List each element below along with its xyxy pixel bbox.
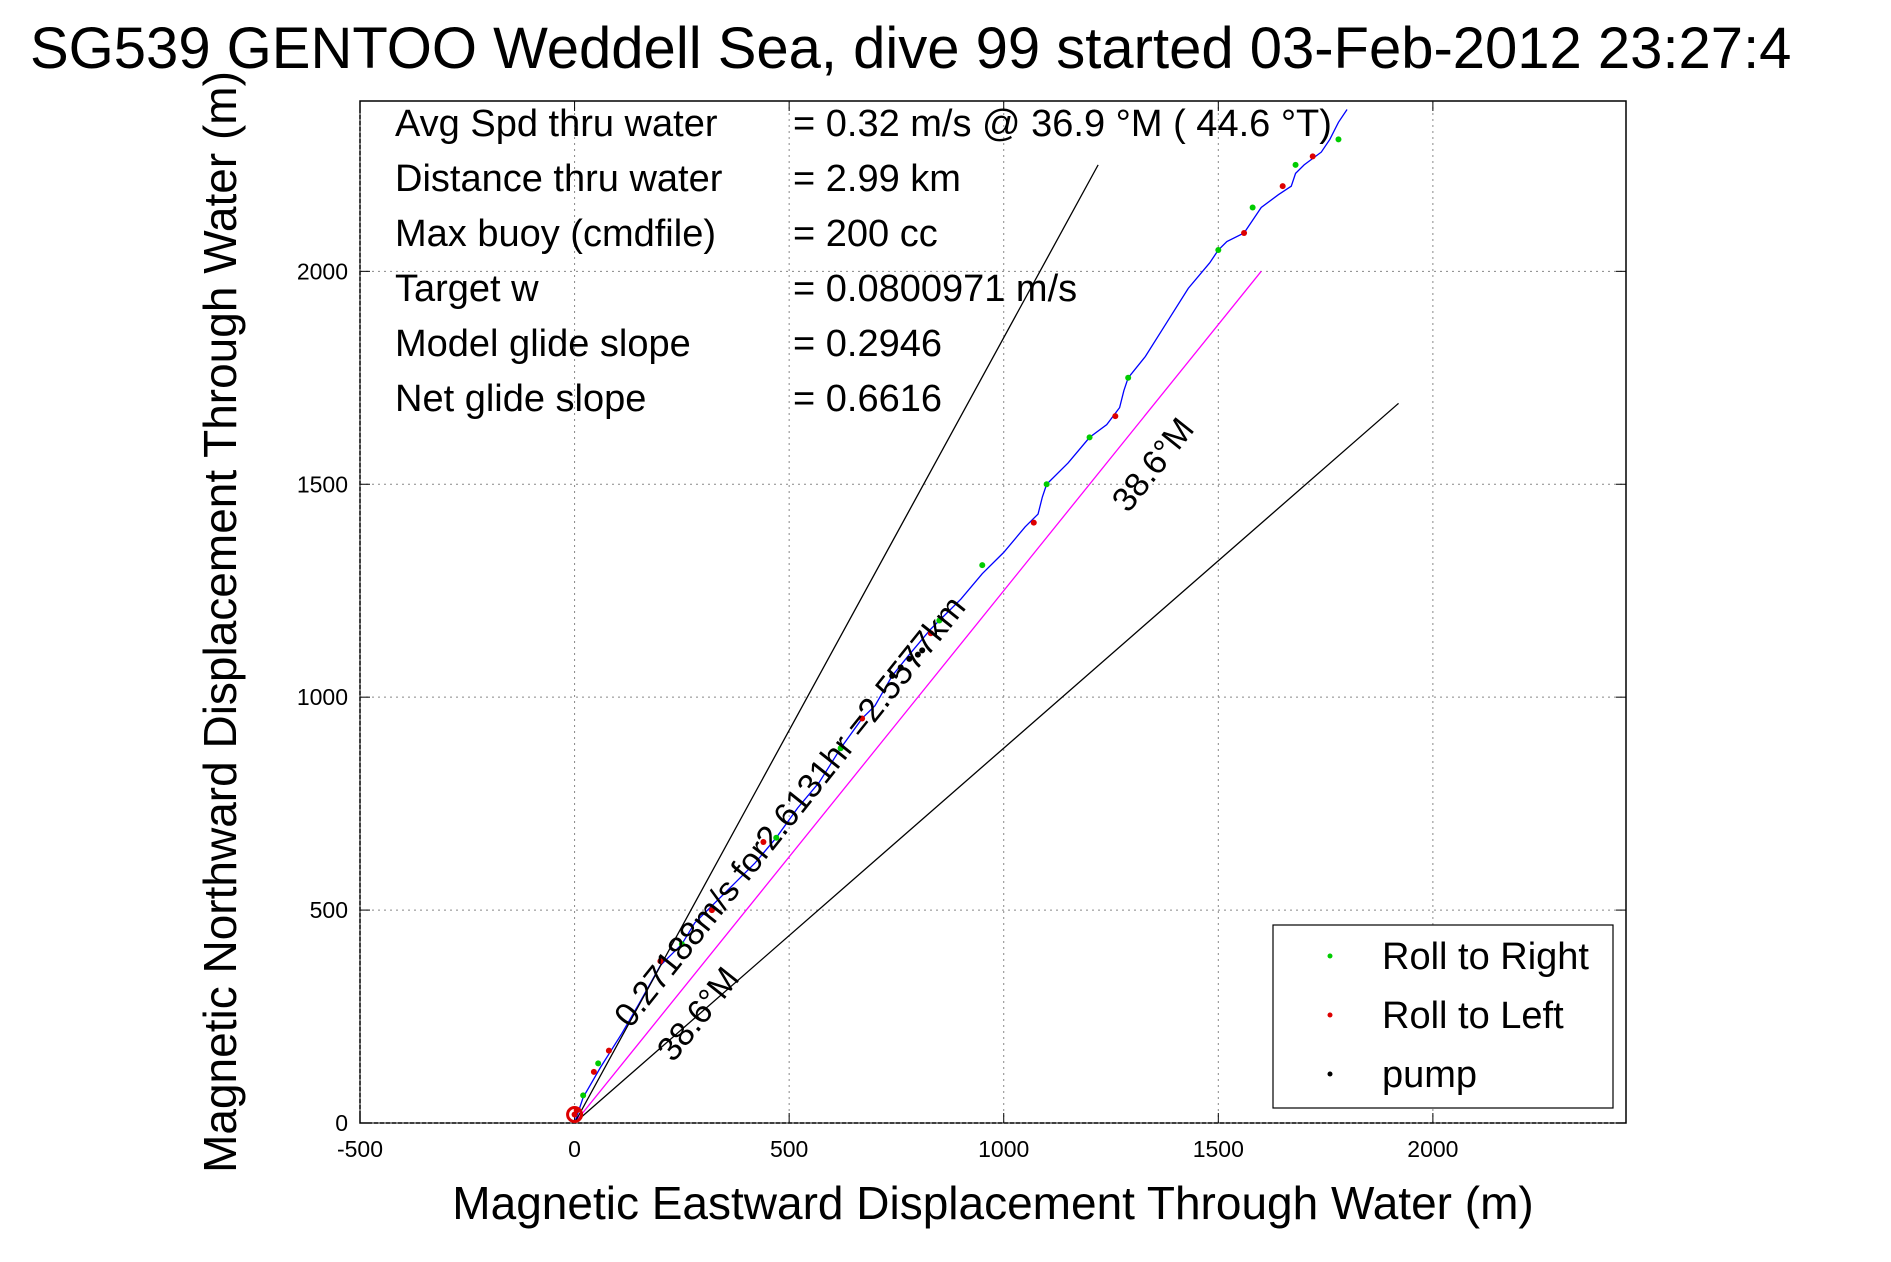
x-tick-label: 1000 [978, 1136, 1029, 1162]
data-point [590, 1068, 597, 1075]
y-tick-label: 2000 [297, 258, 348, 284]
series-line-glide [574, 270, 1262, 1124]
legend-label: pump [1382, 1054, 1477, 1096]
x-tick-label: 2000 [1407, 1136, 1458, 1162]
x-tick-label: -500 [337, 1136, 383, 1162]
data-point [1112, 413, 1119, 420]
grid [359, 101, 1626, 1124]
data-point [1241, 230, 1248, 237]
series-line-bound-right [574, 402, 1399, 1124]
data-point [979, 562, 986, 569]
data-point [1279, 183, 1286, 190]
data-point [605, 1047, 612, 1054]
data-point [1335, 136, 1342, 143]
legend-marker [1327, 953, 1333, 959]
info-label: Avg Spd thru water [395, 103, 718, 145]
data-point [708, 907, 715, 914]
data-point [837, 745, 844, 752]
data-point [1125, 374, 1132, 381]
data-point [936, 617, 943, 624]
x-tick-label: 1500 [1193, 1136, 1244, 1162]
x-tick-label: 500 [770, 1136, 808, 1162]
data-point [889, 672, 896, 679]
info-label: Distance thru water [395, 158, 723, 200]
y-tick-label: 1500 [297, 471, 348, 497]
data-point [1292, 161, 1299, 168]
info-value: = 0.32 m/s @ 36.9 °M ( 44.6 °T) [793, 103, 1332, 145]
data-point [1086, 434, 1093, 441]
marker-layer [566, 136, 1342, 1123]
info-label: Target w [395, 268, 539, 310]
start-point-marker [566, 1105, 584, 1123]
data-point [919, 647, 926, 654]
data-point [927, 630, 934, 637]
info-value: = 0.6616 [793, 378, 942, 420]
series-line-track [573, 109, 1348, 1124]
data-point [1030, 519, 1037, 526]
data-point [1215, 247, 1222, 254]
info-value: = 0.0800971 m/s [793, 268, 1077, 310]
info-value: = 2.99 km [793, 158, 961, 200]
data-point [1309, 153, 1316, 160]
info-block: Avg Spd thru water = 0.32 m/s @ 36.9 °M (… [395, 103, 1332, 420]
info-label: Net glide slope [395, 378, 646, 420]
x-axis-label: Magnetic Eastward Displacement Through W… [452, 1177, 1533, 1229]
legend-label: Roll to Right [1382, 936, 1589, 978]
data-point [760, 838, 767, 845]
data-point [595, 1060, 602, 1067]
x-axis-ticks: -500 0 500 1000 1500 2000 [337, 101, 1458, 1162]
data-point [914, 651, 921, 658]
data-point [580, 1092, 587, 1099]
info-label: Model glide slope [395, 323, 691, 365]
legend: Roll to Right Roll to Left pump [1272, 924, 1614, 1109]
data-point [906, 655, 913, 662]
info-value: = 200 cc [793, 213, 938, 255]
info-label: Max buoy (cmdfile) [395, 213, 716, 255]
data-point [859, 715, 866, 722]
legend-marker [1327, 1071, 1333, 1077]
y-tick-label: 0 [335, 1110, 348, 1136]
legend-marker [1327, 1012, 1333, 1018]
info-value: = 0.2946 [793, 323, 942, 365]
y-axis-ticks: 0 500 1000 1500 2000 [297, 258, 1626, 1136]
chart-title: SG539 GENTOO Weddell Sea, dive 99 starte… [30, 16, 1791, 81]
data-point [897, 664, 904, 671]
y-tick-label: 500 [310, 897, 348, 923]
data-point [678, 941, 685, 948]
x-tick-label: 0 [568, 1136, 581, 1162]
series-layer [573, 109, 1399, 1124]
data-point [657, 958, 664, 965]
data-point [773, 834, 780, 841]
legend-label: Roll to Left [1382, 995, 1564, 1037]
y-tick-label: 1000 [297, 684, 348, 710]
data-point [1249, 204, 1256, 211]
y-axis-label: Magnetic Northward Displacement Through … [194, 71, 246, 1173]
data-point [1043, 481, 1050, 488]
